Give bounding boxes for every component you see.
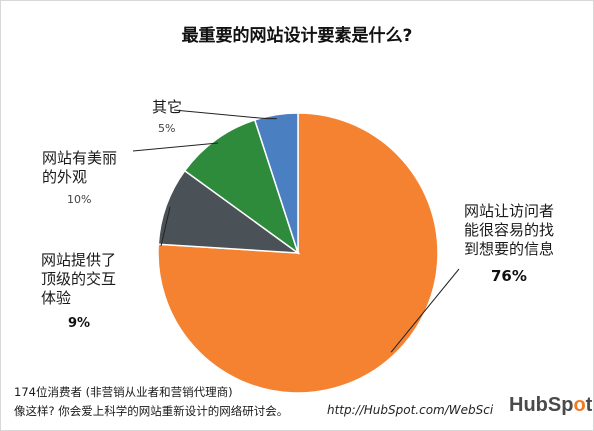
slice-label-line: 的外观 <box>42 168 88 186</box>
logo-text: HubSp <box>509 394 574 416</box>
chart-title: 最重要的网站设计要素是什么? <box>181 26 413 46</box>
slice-label-line: 体验 <box>41 289 72 307</box>
slice-value-appearance: 10% <box>67 193 92 206</box>
leader-line <box>160 206 171 247</box>
slice-label-line: 到想要的信息 <box>464 240 555 258</box>
respondent-note: 174位消费者 (非营销从业者和营销代理商) <box>14 385 233 399</box>
slice-label-findable: 网站让访问者 能很容易的找 到想要的信息 <box>464 202 554 259</box>
hubspot-logo: HubSpot <box>509 394 592 417</box>
slice-findable <box>157 112 439 394</box>
source-url[interactable]: http://HubSpot.com/WebSci <box>327 403 494 417</box>
slice-value-other: 5% <box>158 122 176 135</box>
slice-other <box>253 112 299 254</box>
slice-label-other: 其它 <box>152 98 182 117</box>
slice-label-line: 能很容易的找 <box>464 221 555 239</box>
slice-interaction <box>157 169 301 254</box>
slice-label-line: 网站有美丽 <box>42 149 118 167</box>
leader-line <box>132 142 219 152</box>
logo-text: t <box>585 394 593 416</box>
slice-label-interaction: 网站提供了 顶级的交互 体验 <box>41 251 116 308</box>
leader-line <box>173 109 277 120</box>
leader-line <box>390 268 460 353</box>
slice-label-line: 顶级的交互 <box>41 270 117 288</box>
slice-value-findable: 76% <box>491 267 527 285</box>
slice-label-line: 网站让访问者 <box>464 202 555 220</box>
webinar-note: 像这样? 你会爱上科学的网站重新设计的网络研讨会。 <box>14 404 289 418</box>
logo-o-mark: o <box>573 394 586 416</box>
slice-value-interaction: 9% <box>68 316 91 331</box>
slice-label-line: 网站提供了 <box>41 251 117 269</box>
slice-label-line: 其它 <box>152 98 183 116</box>
footnote: 174位消费者 (非营销从业者和营销代理商) 像这样? 你会爱上科学的网站重新设… <box>14 383 288 421</box>
slice-appearance <box>183 118 300 255</box>
slice-label-appearance: 网站有美丽 的外观 <box>42 149 117 187</box>
